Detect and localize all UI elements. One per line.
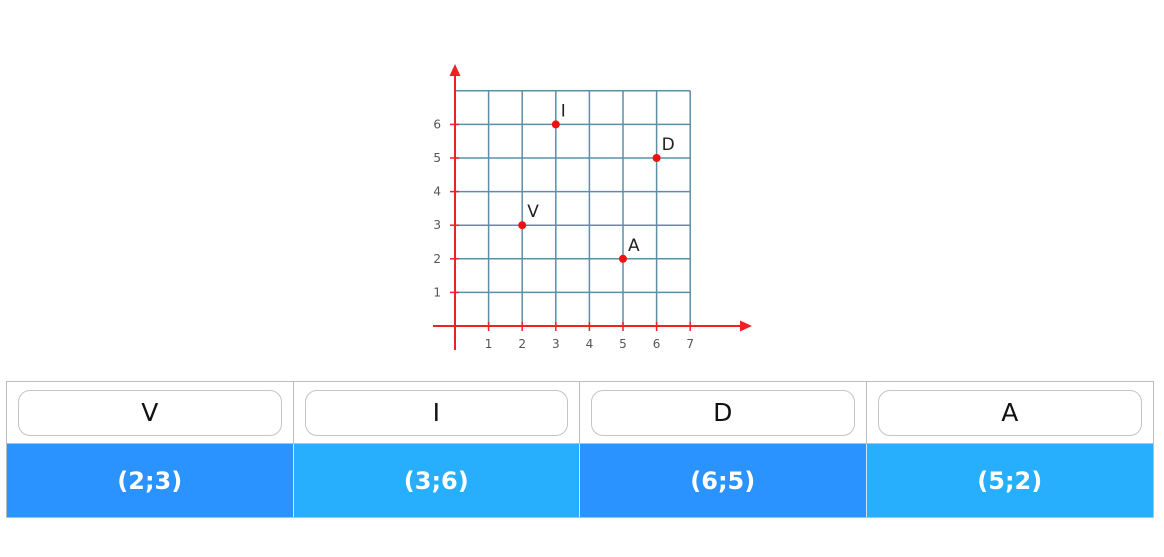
y-tick-label: 5	[433, 151, 441, 165]
x-tick-label: 5	[619, 337, 627, 351]
y-axis-arrow-icon	[449, 64, 461, 76]
point-label-v: V	[527, 202, 539, 222]
plot-svg: 1 2 3 4 5 6 7 1 2 3 4 5 6 I D V A	[433, 64, 752, 351]
x-axis-arrow-icon	[740, 320, 752, 332]
x-tick-label: 4	[586, 337, 594, 351]
x-tick-label: 1	[485, 337, 493, 351]
data-point-i	[551, 120, 560, 129]
data-point-d	[652, 154, 661, 162]
y-tick-label: 6	[433, 117, 441, 131]
letter-button-i[interactable]: I	[304, 389, 568, 436]
y-tick-label: 4	[433, 185, 441, 199]
x-tick-label: 3	[552, 337, 560, 351]
coordinate-tile-4[interactable]: (5;2)	[866, 444, 1153, 517]
point-label-a: A	[628, 236, 640, 256]
x-tick-label: 7	[686, 337, 694, 351]
x-tick-label: 6	[653, 337, 661, 351]
data-point-a	[619, 254, 627, 263]
letter-cell: D	[580, 382, 867, 444]
point-label-d: D	[662, 135, 675, 155]
letter-cell: I	[293, 382, 580, 444]
letter-cell: A	[866, 382, 1153, 444]
letter-button-v[interactable]: V	[18, 389, 282, 436]
letter-cell: V	[7, 382, 294, 444]
matching-table: V I D A (2;3) (3;6) (6;5) (5;2)	[6, 381, 1154, 518]
y-tick-label: 3	[433, 218, 441, 232]
coordinate-tile-3[interactable]: (6;5)	[580, 444, 867, 517]
letter-button-d[interactable]: D	[591, 389, 855, 436]
coordinate-tile-1[interactable]: (2;3)	[7, 444, 294, 517]
data-point-v	[518, 221, 527, 230]
point-label-i: I	[561, 101, 566, 121]
y-tick-label: 1	[433, 285, 441, 299]
y-tick-label: 2	[433, 252, 441, 266]
letter-button-a[interactable]: A	[877, 389, 1142, 436]
coordinate-plot: 1 2 3 4 5 6 7 1 2 3 4 5 6 I D V A	[433, 64, 752, 351]
x-tick-label: 2	[518, 337, 526, 351]
coordinate-tile-2[interactable]: (3;6)	[293, 444, 580, 517]
